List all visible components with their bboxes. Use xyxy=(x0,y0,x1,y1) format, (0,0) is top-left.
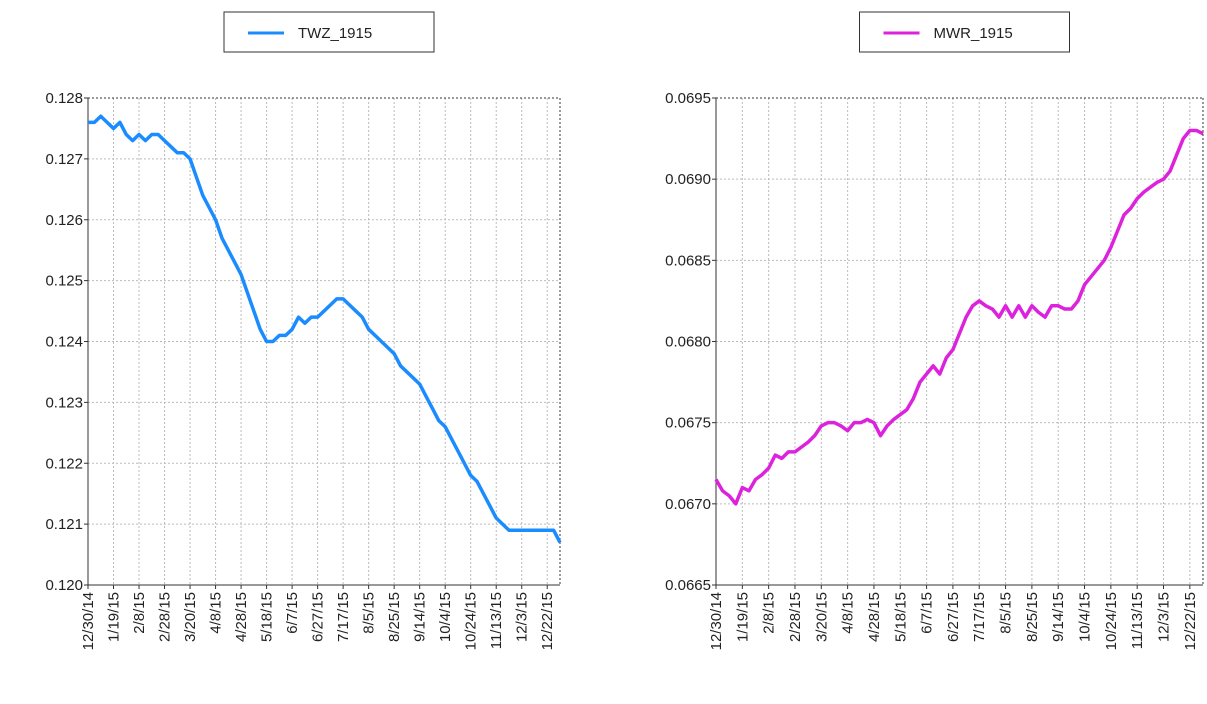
x-tick-label: 11/13/15 xyxy=(488,592,505,649)
x-tick-label: 8/25/15 xyxy=(386,592,403,642)
x-tick-label: 1/19/15 xyxy=(106,592,123,642)
y-tick-label: 0.125 xyxy=(45,273,83,290)
x-tick-label: 1/19/15 xyxy=(734,592,751,642)
x-tick-label: 5/18/15 xyxy=(259,592,276,642)
x-tick-label: 8/5/15 xyxy=(998,592,1015,634)
y-tick-label: 0.0665 xyxy=(665,577,711,594)
data-line xyxy=(714,128,1204,506)
x-tick-label: 5/18/15 xyxy=(892,592,909,642)
x-tick-label: 12/3/15 xyxy=(514,592,531,642)
x-tick-label: 4/8/15 xyxy=(208,592,225,634)
x-tick-label: 2/28/15 xyxy=(157,592,174,642)
x-tick-label: 12/30/14 xyxy=(80,592,97,650)
x-tick-label: 6/7/15 xyxy=(284,592,301,634)
x-tick-label: 12/3/15 xyxy=(1156,592,1173,642)
y-tick-label: 0.124 xyxy=(45,334,83,351)
x-tick-label: 4/8/15 xyxy=(840,592,857,634)
y-tick-label: 0.128 xyxy=(45,90,83,107)
y-tick-label: 0.0685 xyxy=(665,252,711,269)
y-tick-label: 0.121 xyxy=(45,516,83,533)
x-tick-label: 2/28/15 xyxy=(787,592,804,642)
data-line xyxy=(88,114,562,544)
x-tick-label: 2/8/15 xyxy=(761,592,778,634)
y-tick-label: 0.0670 xyxy=(665,496,711,513)
x-tick-label: 6/27/15 xyxy=(310,592,327,642)
y-tick-label: 0.0695 xyxy=(665,90,711,107)
y-tick-label: 0.0680 xyxy=(665,334,711,351)
x-tick-label: 8/5/15 xyxy=(361,592,378,634)
x-tick-label: 3/20/15 xyxy=(813,592,830,642)
legend-label: TWZ_1915 xyxy=(298,25,372,42)
x-tick-label: 6/27/15 xyxy=(945,592,962,642)
x-tick-label: 4/28/15 xyxy=(866,592,883,642)
y-tick-label: 0.120 xyxy=(45,577,83,594)
y-tick-label: 0.123 xyxy=(45,394,83,411)
x-tick-label: 11/13/15 xyxy=(1129,592,1146,649)
x-tick-label: 10/24/15 xyxy=(463,592,480,650)
x-tick-label: 10/24/15 xyxy=(1103,592,1120,650)
y-tick-label: 0.0690 xyxy=(665,171,711,188)
x-tick-label: 7/17/15 xyxy=(971,592,988,642)
x-tick-label: 4/28/15 xyxy=(233,592,250,642)
x-tick-label: 8/25/15 xyxy=(1024,592,1041,642)
y-tick-label: 0.0675 xyxy=(665,415,711,432)
x-tick-label: 3/20/15 xyxy=(182,592,199,642)
x-tick-label: 12/30/14 xyxy=(708,592,725,650)
x-tick-label: 9/14/15 xyxy=(1050,592,1067,642)
legend-label: MWR_1915 xyxy=(934,25,1013,42)
x-tick-label: 12/22/15 xyxy=(539,592,556,650)
y-tick-label: 0.122 xyxy=(45,455,83,472)
x-tick-label: 7/17/15 xyxy=(335,592,352,642)
y-tick-label: 0.126 xyxy=(45,212,83,229)
x-tick-label: 10/4/15 xyxy=(437,592,454,642)
x-tick-label: 12/22/15 xyxy=(1182,592,1199,650)
x-tick-label: 10/4/15 xyxy=(1077,592,1094,642)
x-tick-label: 6/7/15 xyxy=(919,592,936,634)
y-tick-label: 0.127 xyxy=(45,151,83,168)
x-tick-label: 2/8/15 xyxy=(131,592,148,634)
x-tick-label: 9/14/15 xyxy=(412,592,429,642)
